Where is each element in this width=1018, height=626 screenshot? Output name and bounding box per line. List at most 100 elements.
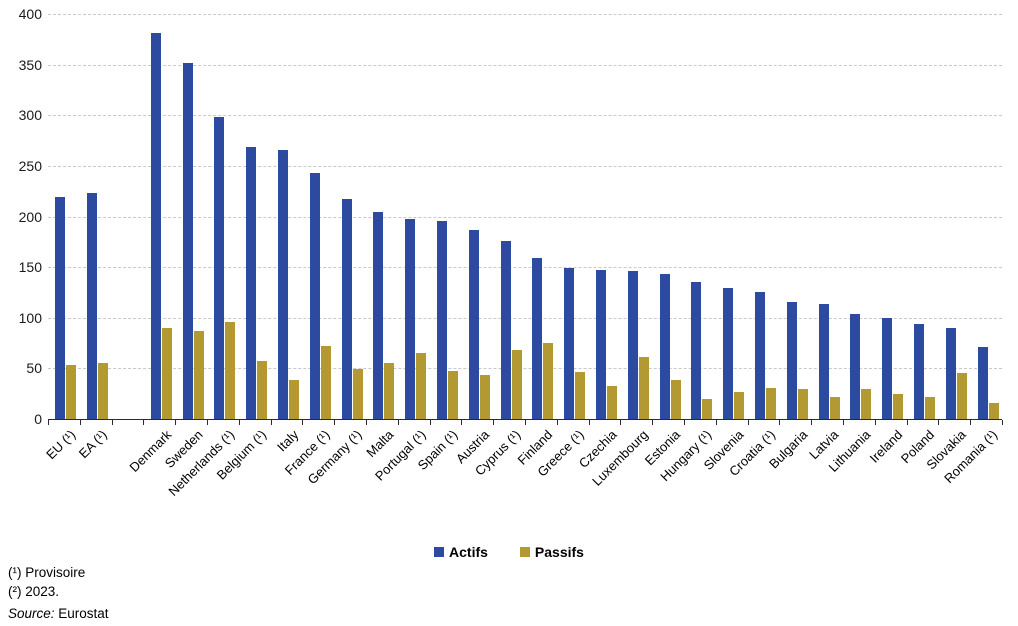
bar-actifs [755,292,765,419]
gridline [48,368,1002,370]
bar-actifs [182,62,193,419]
bar-passifs [289,379,299,419]
bar-actifs [468,229,479,419]
gridline [48,64,1002,66]
footnote-provisoire: (¹) Provisoire [8,565,86,580]
y-axis-tick-label: 200 [18,208,42,225]
x-axis-tick [366,420,367,425]
x-axis-tick [238,420,240,425]
x-axis-label-text: Ireland [866,427,906,466]
x-axis-tick [493,420,495,425]
bar-actifs [691,282,702,419]
x-axis-tick [79,420,81,425]
bar-passifs [543,343,554,419]
bar-passifs [734,391,745,419]
bar-passifs [766,387,776,419]
bar-passifs [98,363,109,419]
y-axis-tick-label: 100 [18,309,42,326]
bar-passifs [638,357,649,419]
bar-passifs [702,398,713,419]
legend-item-passifs: Passifs [519,544,584,560]
bar-passifs [320,346,331,419]
x-axis-tick [843,420,844,425]
x-axis-tick [334,420,336,425]
bar-actifs [914,323,924,419]
footnote-year: (²) 2023. [8,584,60,599]
source-line: Source: Eurostat [8,604,109,623]
source-label: Source: [8,606,55,621]
x-axis-tick [970,420,972,425]
x-axis-tick [111,420,113,425]
bar-passifs [829,396,840,419]
bar-actifs [945,327,956,419]
chart-legend: Actifs Passifs [0,544,1018,560]
bar-actifs [850,313,861,419]
x-axis-tick [175,420,177,425]
bar-passifs [670,379,681,419]
bar-passifs [448,371,458,419]
source-value: Eurostat [54,606,109,621]
bar-actifs [405,218,416,419]
gridline [48,115,1002,117]
bar-actifs [564,268,575,419]
x-axis-label-text: EA (¹) [76,427,111,462]
bar-passifs [893,393,904,419]
x-axis-tick [270,420,272,425]
x-axis-tick [207,420,208,425]
bar-actifs [437,220,447,419]
x-axis-tick [429,420,431,425]
x-axis-line [48,419,1002,420]
gridline [48,14,1002,15]
x-axis-tick [461,420,463,425]
x-axis-tick [302,420,304,425]
bar-actifs [977,347,988,419]
bar-passifs [511,350,522,419]
bar-actifs [532,258,543,419]
actifs-swatch-icon [434,547,445,557]
gridline [48,165,1002,167]
bar-actifs [309,172,320,419]
bar-actifs [596,270,606,419]
bar-actifs [818,303,829,419]
passifs-swatch-icon [519,547,530,557]
bar-passifs [416,353,427,419]
x-axis-tick [906,420,908,425]
y-axis-tick-label: 350 [18,56,42,73]
bar-passifs [988,402,999,419]
y-axis-tick-label: 250 [18,157,42,174]
bar-chart-plot-area: 0 50 100 150 200 250 300 350 400 EU (¹) EA (¹) Denm… [18,6,1003,499]
bar-actifs [786,301,797,419]
x-axis-tick [938,420,940,425]
gridline [48,317,1002,319]
x-axis-label-text: Denmark [125,427,174,475]
y-axis-tick-label: 150 [18,259,42,276]
x-axis-tick [525,420,526,425]
chart-footnotes: (¹) Provisoire (²) 2023. Source: Eurosta… [8,563,109,623]
bar-actifs [55,197,66,419]
bar-actifs [87,193,98,419]
x-axis-tick [620,420,622,425]
x-axis-tick [779,420,781,425]
bar-passifs [384,363,395,419]
x-axis-tick [48,420,49,425]
x-axis-tick [1002,420,1003,425]
y-axis-tick-label: 50 [26,360,42,377]
bar-passifs [161,327,172,419]
x-axis-tick [143,420,145,425]
x-axis-tick [588,420,590,425]
y-axis-tick-label: 400 [18,6,42,22]
legend-label-passifs: Passifs [534,544,584,560]
bar-actifs [723,288,734,419]
bar-passifs [797,388,808,419]
bar-passifs [479,375,490,419]
bar-actifs [373,212,384,419]
bar-passifs [861,388,872,419]
bar-actifs [500,240,511,419]
bar-passifs [575,372,586,419]
bar-actifs [882,317,893,419]
gridline [48,267,1002,269]
bar-passifs [956,373,967,419]
bar-passifs [925,396,935,419]
bar-actifs [150,33,161,419]
